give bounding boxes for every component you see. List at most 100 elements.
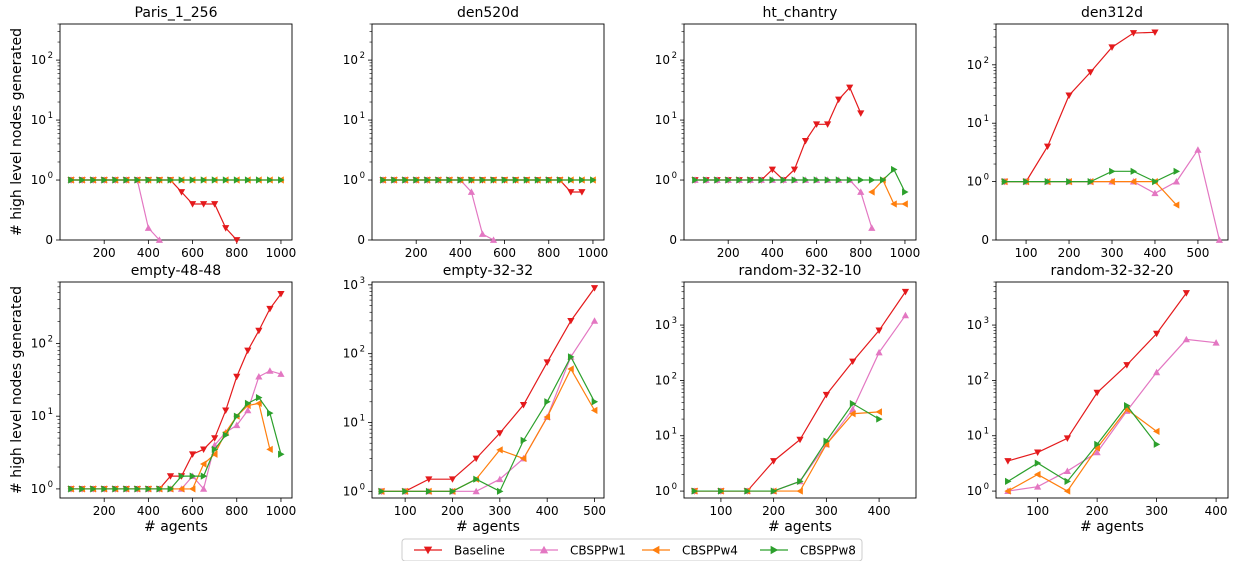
data-point-CBSPPw4 xyxy=(875,408,882,416)
data-point-CBSPPw8 xyxy=(167,485,175,493)
data-point-CBSPPw8 xyxy=(849,400,857,408)
y-tick-exponent: 0 xyxy=(48,171,53,181)
data-point-CBSPPw8 xyxy=(79,485,86,493)
y-tick-label: 0 xyxy=(45,233,53,247)
data-point-CBSPPw4 xyxy=(1172,201,1180,209)
data-point-Baseline xyxy=(822,391,830,399)
data-point-CBSPPw8 xyxy=(823,437,830,445)
data-point-CBSPPw8 xyxy=(380,176,387,184)
data-point-Baseline xyxy=(233,237,241,244)
data-point-CBSPPw8 xyxy=(123,176,130,184)
chart-title: ht_chantry xyxy=(763,5,838,21)
data-point-CBSPPw8 xyxy=(189,176,197,184)
y-tick-exponent: 1 xyxy=(360,414,365,424)
series-line-CBSPPw4 xyxy=(1007,408,1157,492)
data-point-Baseline xyxy=(277,291,285,298)
data-point-Baseline xyxy=(448,476,457,483)
data-point-CBSPPw8 xyxy=(1173,167,1181,175)
data-point-Baseline xyxy=(1004,458,1012,465)
data-point-CBSPPw1 xyxy=(496,475,504,483)
data-point-CBSPPw8 xyxy=(222,431,230,439)
data-point-CBSPPw8 xyxy=(590,176,597,184)
data-point-CBSPPw4 xyxy=(266,445,273,453)
data-point-CBSPPw8 xyxy=(556,176,564,184)
y-tick-label: 10 xyxy=(967,484,982,498)
data-point-CBSPPw8 xyxy=(68,485,75,493)
data-point-CBSPPw8 xyxy=(211,176,219,184)
data-point-Baseline xyxy=(200,446,208,453)
data-point-CBSPPw4 xyxy=(519,454,527,463)
x-tick-label: 200 xyxy=(441,504,464,518)
y-tick-exponent: 2 xyxy=(672,51,677,61)
y-tick-label: 10 xyxy=(967,116,982,130)
data-point-Baseline xyxy=(857,110,865,117)
data-point-CBSPPw8 xyxy=(167,176,175,184)
x-tick-label: 200 xyxy=(1058,246,1081,260)
x-tick-label: 600 xyxy=(181,246,204,260)
data-point-Baseline xyxy=(233,373,241,381)
data-point-Baseline xyxy=(543,359,551,366)
data-point-CBSPPw4 xyxy=(868,188,875,196)
series-line-CBSPPw1 xyxy=(71,370,282,491)
chart-title: random-32-32-10 xyxy=(739,263,862,279)
data-point-CBSPPw8 xyxy=(255,394,263,402)
y-axis-label: # high level nodes generated xyxy=(9,286,25,494)
x-axis-label: # agents xyxy=(1080,519,1144,535)
data-point-Baseline xyxy=(1093,389,1101,397)
data-point-Baseline xyxy=(1129,30,1138,37)
x-tick-label: 800 xyxy=(225,246,248,260)
data-point-CBSPPw8 xyxy=(222,176,230,184)
data-point-CBSPPw8 xyxy=(134,485,141,493)
y-tick-exponent: 1 xyxy=(672,427,677,437)
y-tick-exponent: 0 xyxy=(672,171,677,181)
data-point-CBSPPw8 xyxy=(145,176,152,184)
data-point-Baseline xyxy=(1151,29,1159,36)
x-tick-label: 600 xyxy=(805,246,828,260)
data-point-CBSPPw8 xyxy=(156,176,164,184)
x-tick-label: 300 xyxy=(1101,246,1124,260)
data-point-CBSPPw8 xyxy=(90,485,97,493)
data-point-CBSPPw1 xyxy=(255,373,263,380)
y-tick-exponent: 1 xyxy=(360,111,365,121)
data-point-CBSPPw1 xyxy=(875,348,883,356)
data-point-CBSPPw1 xyxy=(489,236,498,243)
data-point-CBSPPw8 xyxy=(512,176,520,184)
data-point-CBSPPw1 xyxy=(868,224,876,231)
data-point-Baseline xyxy=(1123,362,1131,369)
y-tick-exponent: 0 xyxy=(984,482,989,492)
data-point-CBSPPw8 xyxy=(424,176,431,184)
legend: Baseline CBSPPw1 CBSPPw4 CBSPPw8 xyxy=(401,538,863,561)
x-tick-label: 300 xyxy=(488,504,511,518)
data-point-Baseline xyxy=(266,305,274,313)
data-point-CBSPPw8 xyxy=(591,398,599,406)
y-tick-label: 10 xyxy=(31,173,46,187)
data-point-CBSPPw1 xyxy=(1172,178,1181,185)
data-point-CBSPPw8 xyxy=(835,176,843,184)
series-line-CBSPPw1 xyxy=(695,179,873,229)
x-tick-label: 400 xyxy=(868,504,891,518)
y-tick-exponent: 3 xyxy=(360,276,365,286)
legend-marker-CBSPPw4 xyxy=(651,545,660,555)
y-tick-exponent: 2 xyxy=(984,56,989,66)
data-point-CBSPPw8 xyxy=(824,176,832,184)
data-point-CBSPPw8 xyxy=(544,398,551,406)
data-point-CBSPPw8 xyxy=(233,412,241,420)
x-tick-label: 100 xyxy=(1026,504,1049,518)
data-point-CBSPPw4 xyxy=(1153,427,1160,435)
data-point-CBSPPw8 xyxy=(425,487,433,495)
data-point-CBSPPw1 xyxy=(155,236,164,243)
data-point-CBSPPw8 xyxy=(891,165,898,174)
data-point-CBSPPw4 xyxy=(1129,178,1137,186)
data-point-CBSPPw1 xyxy=(849,405,857,413)
data-point-Baseline xyxy=(790,166,799,174)
y-tick-exponent: 0 xyxy=(48,480,53,490)
data-point-CBSPPw8 xyxy=(579,176,586,184)
data-point-CBSPPw8 xyxy=(567,176,575,184)
series-line-CBSPPw8 xyxy=(1007,404,1158,483)
data-point-CBSPPw8 xyxy=(876,415,883,423)
data-point-CBSPPw1 xyxy=(1194,146,1202,153)
data-point-CBSPPw4 xyxy=(177,485,185,493)
legend-marker-CBSPPw8 xyxy=(770,545,779,555)
data-point-CBSPPw8 xyxy=(1130,167,1138,175)
